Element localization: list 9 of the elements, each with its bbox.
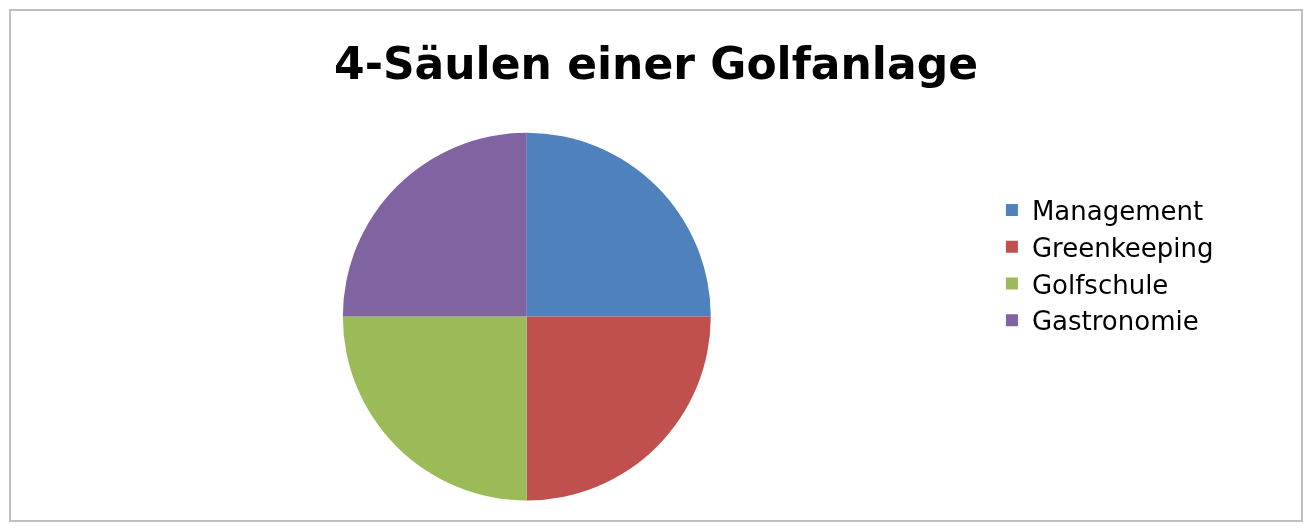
pie-slice xyxy=(342,316,527,501)
legend-label: Golfschule xyxy=(1031,269,1169,300)
legend-label: Gastronomie xyxy=(1031,306,1199,337)
legend-label: Management xyxy=(1031,196,1204,227)
legend-label: Greenkeeping xyxy=(1031,232,1214,263)
pie-slice xyxy=(526,132,711,317)
pie-slice xyxy=(342,132,527,317)
chart-title: 4-Säulen einer Golfanlage xyxy=(334,38,978,90)
pie-slice xyxy=(526,316,711,501)
